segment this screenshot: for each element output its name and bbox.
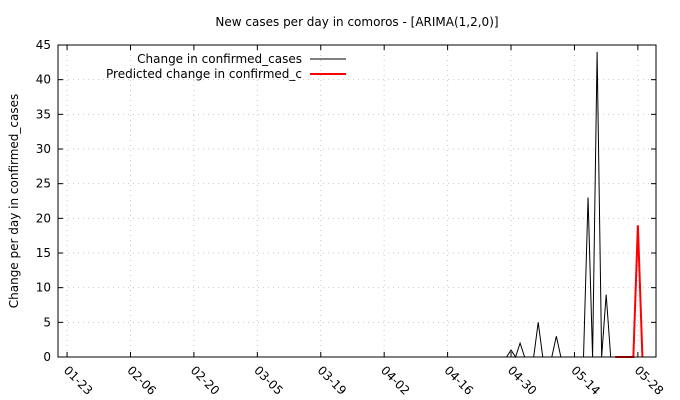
x-tick-label: 05-28 xyxy=(632,363,667,398)
series-line-1 xyxy=(506,51,616,359)
series-line-2 xyxy=(615,225,644,358)
x-axis-ticks: 01-23 02-06 02-20 03-05 03-19 04-02 04-16 04-30… xyxy=(61,45,666,398)
y-tick-label: 20 xyxy=(36,211,51,225)
x-tick-label: 02-06 xyxy=(124,363,159,398)
grid-lines xyxy=(58,45,656,357)
y-tick-label: 5 xyxy=(43,315,51,329)
x-tick-label: 05-14 xyxy=(568,363,603,398)
x-tick-label: 02-20 xyxy=(188,363,223,398)
y-tick-label: 40 xyxy=(36,73,51,87)
x-tick-label: 01-23 xyxy=(61,363,96,398)
legend-label-2: Predicted change in confirmed_c xyxy=(106,67,302,81)
y-tick-label: 10 xyxy=(36,281,51,295)
y-axis-label: Change per day in confirmed_cases xyxy=(7,94,21,309)
y-axis-ticks: 0 5 10 15 20 25 30 35 40 45 xyxy=(36,38,656,364)
x-tick-label: 04-30 xyxy=(505,363,540,398)
chart-title: New cases per day in comoros - [ARIMA(1,… xyxy=(215,15,498,29)
x-tick-label: 03-19 xyxy=(315,363,350,398)
x-tick-label: 04-02 xyxy=(378,363,413,398)
y-tick-label: 15 xyxy=(36,246,51,260)
plot-frame xyxy=(57,44,657,358)
y-tick-label: 0 xyxy=(43,350,51,364)
y-tick-label: 35 xyxy=(36,107,51,121)
y-tick-label: 45 xyxy=(36,38,51,52)
x-tick-label: 03-05 xyxy=(251,363,286,398)
y-tick-label: 30 xyxy=(36,142,51,156)
legend-label-1: Change in confirmed_cases xyxy=(137,52,302,66)
x-tick-label: 04-16 xyxy=(441,363,476,398)
y-tick-label: 25 xyxy=(36,177,51,191)
series-lines xyxy=(506,51,644,359)
